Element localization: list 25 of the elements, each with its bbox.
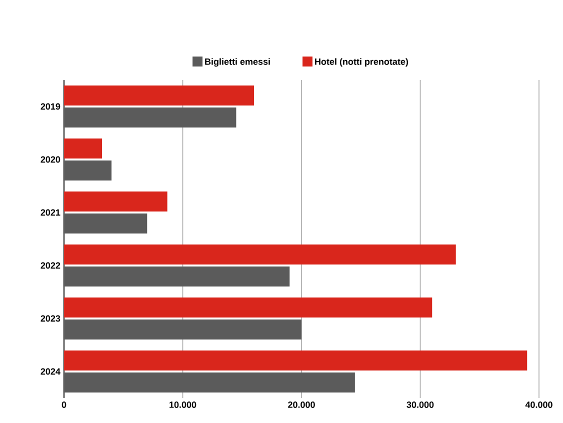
x-tick-label: 10.000 — [170, 402, 196, 408]
y-tick-label: 2019 — [40, 103, 60, 110]
legend-label: Biglietti emessi — [205, 58, 270, 67]
bar — [64, 107, 236, 128]
bar — [64, 213, 148, 234]
x-tick-label: 20.000 — [288, 402, 315, 408]
bar — [64, 160, 112, 180]
bar — [64, 244, 456, 264]
x-tick-label: 0 — [62, 402, 66, 408]
y-tick-label: 2024 — [40, 368, 60, 375]
y-tick-label: 2023 — [40, 315, 60, 322]
bar — [64, 372, 355, 392]
bar — [64, 297, 432, 318]
bar — [64, 319, 302, 340]
y-tick-label: 2020 — [40, 156, 60, 163]
y-tick-label: 2021 — [40, 209, 60, 216]
bar — [64, 350, 528, 370]
bar — [64, 138, 102, 158]
bar — [64, 85, 254, 106]
y-tick-label: 2022 — [40, 262, 60, 269]
x-tick-label: 40.000 — [525, 402, 552, 408]
x-tick-label: 30.000 — [406, 402, 434, 408]
bar — [64, 266, 290, 286]
legend-label: Hotel (notti prenotate) — [315, 58, 408, 67]
bar — [64, 191, 168, 212]
